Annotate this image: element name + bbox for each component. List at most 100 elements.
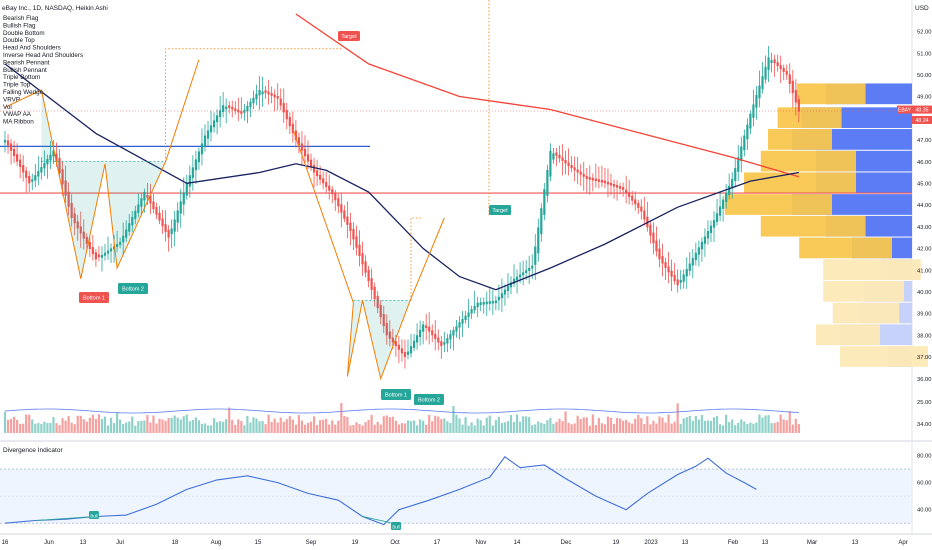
volume-bar: [261, 420, 264, 433]
time-axis-label: Apr: [898, 540, 907, 546]
candle-body: [637, 203, 640, 208]
candle-body: [476, 302, 479, 308]
candle-body: [612, 183, 616, 187]
volume-bar: [143, 420, 146, 433]
target-badge: Target: [489, 205, 511, 215]
volume-bar: [709, 420, 713, 433]
candle-body: [461, 318, 464, 324]
candle-body: [606, 181, 610, 185]
candle-body: [534, 246, 537, 265]
volume-bar: [246, 415, 249, 433]
volume-bar: [343, 416, 346, 433]
pattern-fill: [41, 90, 166, 279]
volume-bar: [103, 416, 107, 433]
candle-body: [394, 341, 397, 347]
volume-bar: [491, 425, 494, 433]
legend-item: VWAP AA: [3, 111, 32, 118]
volume-bar: [676, 403, 679, 433]
volume-bar: [509, 415, 513, 433]
volume-bar: [540, 422, 543, 433]
volume-bar: [679, 423, 682, 433]
candle-body: [285, 109, 288, 120]
candle-body: [240, 111, 243, 114]
volume-profile-up-bar: [823, 280, 904, 302]
bull-badge-box: [89, 511, 99, 519]
volume-bar: [519, 421, 522, 433]
candle-body: [691, 258, 694, 266]
volume-bar: [691, 420, 694, 433]
volume-bar: [779, 414, 782, 433]
legend-item: Falling Wedge: [3, 89, 44, 96]
volume-bar: [219, 421, 222, 433]
candle-body: [573, 167, 576, 171]
volume-bar: [670, 423, 673, 433]
candle-body: [167, 229, 170, 238]
candle-body: [785, 70, 788, 75]
candle-body: [770, 60, 773, 63]
volume-bar: [240, 421, 243, 433]
volume-bar: [488, 415, 491, 433]
volume-bar: [764, 415, 767, 433]
volume-bar: [528, 417, 531, 433]
candle-body: [412, 340, 416, 348]
candle-body: [82, 231, 85, 239]
volume-bar: [67, 416, 70, 433]
candle-body: [64, 180, 67, 196]
volume-bar: [625, 419, 628, 433]
price-tick-label: 43.00: [917, 225, 932, 231]
volume-bar: [570, 424, 573, 433]
candle-body: [19, 159, 22, 168]
volume-bar: [600, 423, 604, 433]
candle-body: [225, 106, 228, 110]
candle-body: [331, 189, 334, 195]
volume-bar: [512, 422, 516, 433]
candle-body: [288, 116, 291, 127]
volume-bar: [79, 415, 82, 433]
volume-profile-up-bar: [816, 324, 880, 346]
volume-bar: [188, 421, 191, 433]
candle-body: [543, 189, 546, 215]
candle-body: [788, 74, 791, 85]
volume-bar: [355, 422, 358, 433]
volume-bar: [485, 417, 488, 433]
volume-bar: [125, 422, 128, 433]
volume-bar: [643, 424, 646, 433]
candle-body: [212, 120, 216, 128]
candle-body: [312, 165, 316, 173]
volume-bar: [161, 419, 164, 433]
candle-body: [743, 135, 746, 151]
candle-body: [682, 274, 685, 282]
volume-bar: [334, 424, 337, 433]
volume-bar: [358, 424, 361, 433]
candle-body: [346, 216, 349, 225]
candle-body: [3, 139, 7, 143]
volume-bar: [225, 419, 228, 433]
candle-body: [470, 309, 473, 314]
volume-bar: [791, 424, 794, 433]
volume-bar: [328, 424, 331, 433]
candle-body: [276, 96, 279, 99]
candle-body: [267, 91, 270, 95]
volume-bar: [431, 421, 434, 433]
candle-body: [597, 179, 600, 182]
volume-bar: [397, 424, 400, 433]
volume-tick-label: 25.00: [917, 400, 932, 406]
volume-bar: [500, 423, 504, 433]
candle-body: [755, 95, 758, 108]
candle-body: [676, 279, 679, 286]
volume-bar: [412, 420, 416, 433]
candle-body: [479, 302, 482, 305]
candle-body: [434, 333, 437, 339]
legend-item: Bullish Flag: [3, 22, 36, 29]
volume-bar: [37, 423, 40, 433]
volume-bar: [728, 422, 731, 433]
candle-body: [782, 67, 785, 72]
candle-body: [349, 222, 352, 232]
candle-body: [264, 90, 267, 93]
candle-body: [455, 326, 458, 332]
candle-body: [685, 269, 688, 277]
candle-body: [449, 334, 452, 340]
volume-bar: [234, 424, 237, 433]
candle-body: [503, 289, 507, 295]
